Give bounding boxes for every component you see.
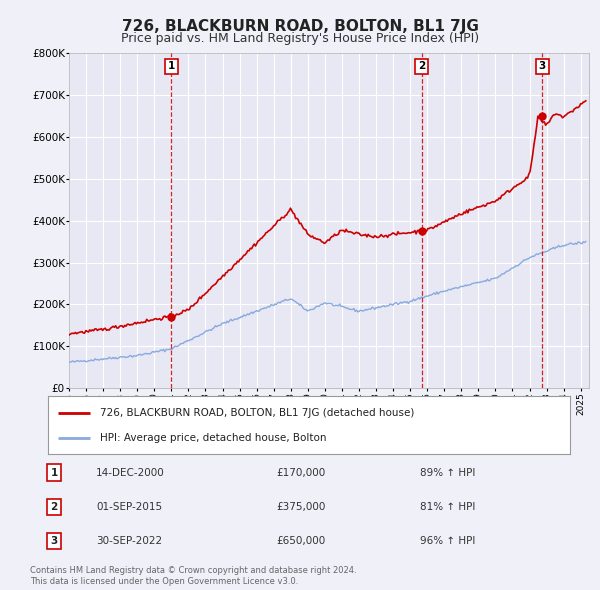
Text: 3: 3 bbox=[539, 61, 546, 71]
Text: 89% ↑ HPI: 89% ↑ HPI bbox=[420, 468, 475, 477]
Text: 1: 1 bbox=[50, 468, 58, 477]
Text: 726, BLACKBURN ROAD, BOLTON, BL1 7JG: 726, BLACKBURN ROAD, BOLTON, BL1 7JG bbox=[122, 19, 478, 34]
Text: 2: 2 bbox=[50, 502, 58, 512]
Text: 2: 2 bbox=[418, 61, 425, 71]
Text: 726, BLACKBURN ROAD, BOLTON, BL1 7JG (detached house): 726, BLACKBURN ROAD, BOLTON, BL1 7JG (de… bbox=[100, 408, 415, 418]
Text: HPI: Average price, detached house, Bolton: HPI: Average price, detached house, Bolt… bbox=[100, 433, 326, 443]
Text: This data is licensed under the Open Government Licence v3.0.: This data is licensed under the Open Gov… bbox=[30, 577, 298, 586]
Text: 81% ↑ HPI: 81% ↑ HPI bbox=[420, 502, 475, 512]
Text: £375,000: £375,000 bbox=[276, 502, 325, 512]
Text: Contains HM Land Registry data © Crown copyright and database right 2024.: Contains HM Land Registry data © Crown c… bbox=[30, 566, 356, 575]
Text: 14-DEC-2000: 14-DEC-2000 bbox=[96, 468, 165, 477]
Text: 30-SEP-2022: 30-SEP-2022 bbox=[96, 536, 162, 546]
Text: £650,000: £650,000 bbox=[276, 536, 325, 546]
Text: 3: 3 bbox=[50, 536, 58, 546]
Text: 01-SEP-2015: 01-SEP-2015 bbox=[96, 502, 162, 512]
Text: 1: 1 bbox=[168, 61, 175, 71]
Text: 96% ↑ HPI: 96% ↑ HPI bbox=[420, 536, 475, 546]
Text: Price paid vs. HM Land Registry's House Price Index (HPI): Price paid vs. HM Land Registry's House … bbox=[121, 32, 479, 45]
Text: £170,000: £170,000 bbox=[276, 468, 325, 477]
